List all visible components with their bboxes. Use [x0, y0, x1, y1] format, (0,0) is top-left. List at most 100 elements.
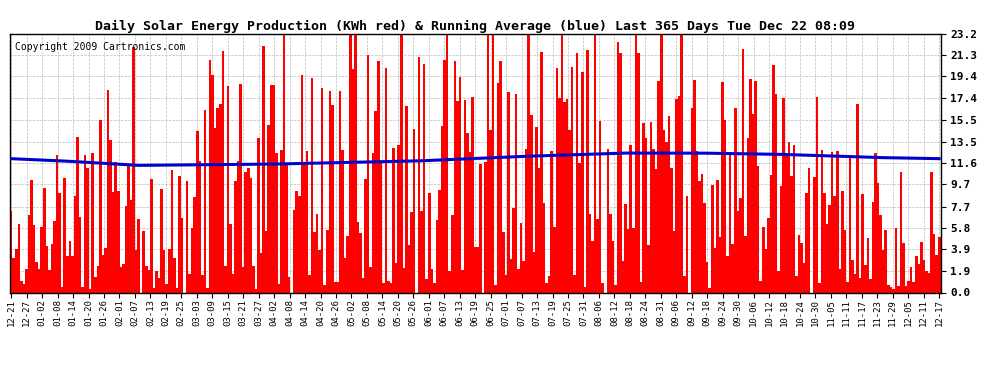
- Bar: [563, 102, 565, 292]
- Bar: [68, 241, 71, 292]
- Bar: [436, 220, 439, 292]
- Bar: [729, 155, 732, 292]
- Bar: [444, 60, 446, 292]
- Bar: [306, 151, 308, 292]
- Bar: [249, 178, 252, 292]
- Bar: [596, 219, 599, 292]
- Bar: [520, 223, 523, 292]
- Bar: [709, 288, 711, 292]
- Bar: [691, 108, 693, 292]
- Bar: [346, 236, 349, 292]
- Bar: [257, 138, 259, 292]
- Bar: [288, 278, 290, 292]
- Bar: [816, 97, 818, 292]
- Bar: [724, 120, 727, 292]
- Bar: [594, 34, 596, 292]
- Bar: [160, 189, 163, 292]
- Bar: [206, 288, 209, 292]
- Bar: [620, 53, 622, 292]
- Bar: [523, 261, 525, 292]
- Bar: [331, 105, 334, 292]
- Bar: [662, 130, 665, 292]
- Bar: [777, 272, 780, 292]
- Bar: [808, 168, 811, 292]
- Bar: [555, 68, 558, 292]
- Bar: [643, 123, 644, 292]
- Bar: [565, 99, 568, 292]
- Bar: [785, 154, 787, 292]
- Bar: [612, 241, 614, 292]
- Bar: [324, 285, 326, 292]
- Bar: [675, 99, 678, 292]
- Bar: [834, 196, 836, 292]
- Bar: [928, 273, 931, 292]
- Bar: [533, 252, 536, 292]
- Bar: [446, 34, 448, 292]
- Bar: [270, 85, 272, 292]
- Text: Copyright 2009 Cartronics.com: Copyright 2009 Cartronics.com: [15, 42, 185, 51]
- Bar: [122, 264, 125, 292]
- Bar: [877, 183, 879, 292]
- Bar: [280, 150, 283, 292]
- Bar: [81, 287, 84, 292]
- Bar: [543, 203, 545, 292]
- Bar: [836, 151, 839, 292]
- Bar: [469, 152, 471, 292]
- Bar: [931, 172, 933, 292]
- Bar: [856, 104, 859, 292]
- Bar: [670, 168, 673, 292]
- Bar: [861, 194, 864, 292]
- Bar: [933, 234, 936, 292]
- Bar: [780, 186, 782, 292]
- Bar: [109, 140, 112, 292]
- Bar: [382, 284, 385, 292]
- Bar: [428, 193, 431, 292]
- Bar: [846, 282, 848, 292]
- Bar: [545, 283, 547, 292]
- Bar: [502, 232, 505, 292]
- Bar: [298, 196, 301, 292]
- Bar: [10, 211, 13, 292]
- Bar: [135, 250, 138, 292]
- Bar: [458, 77, 461, 292]
- Bar: [751, 114, 754, 292]
- Bar: [884, 230, 887, 292]
- Bar: [275, 153, 277, 292]
- Bar: [882, 250, 884, 292]
- Bar: [871, 202, 874, 292]
- Bar: [762, 227, 764, 292]
- Bar: [451, 215, 453, 292]
- Bar: [767, 218, 769, 292]
- Bar: [99, 120, 102, 292]
- Bar: [222, 51, 224, 292]
- Bar: [245, 172, 248, 292]
- Bar: [915, 256, 918, 292]
- Bar: [31, 180, 33, 292]
- Bar: [217, 108, 219, 292]
- Bar: [224, 266, 227, 292]
- Bar: [568, 130, 571, 292]
- Bar: [240, 84, 242, 292]
- Bar: [775, 94, 777, 292]
- Bar: [627, 229, 630, 292]
- Bar: [655, 169, 657, 292]
- Bar: [89, 289, 91, 292]
- Bar: [342, 150, 344, 292]
- Bar: [920, 242, 923, 292]
- Bar: [499, 61, 502, 292]
- Bar: [746, 138, 749, 292]
- Bar: [466, 133, 469, 292]
- Bar: [583, 286, 586, 292]
- Bar: [678, 96, 680, 292]
- Bar: [895, 228, 897, 292]
- Bar: [392, 148, 395, 292]
- Bar: [395, 263, 397, 292]
- Bar: [138, 219, 140, 292]
- Bar: [364, 178, 367, 292]
- Bar: [507, 92, 510, 292]
- Bar: [196, 131, 199, 292]
- Bar: [635, 34, 638, 292]
- Bar: [757, 166, 759, 292]
- Bar: [550, 150, 553, 292]
- Bar: [71, 256, 73, 292]
